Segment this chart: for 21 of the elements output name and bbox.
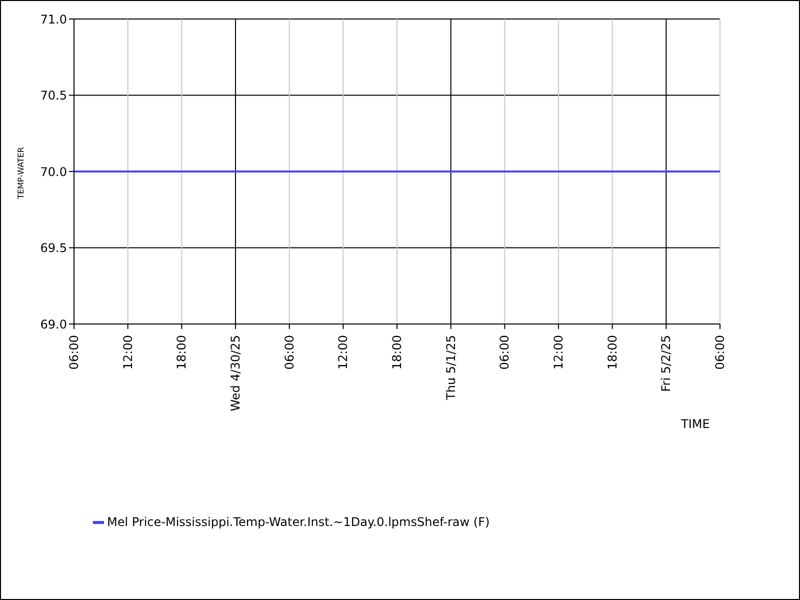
- x-tick-label: Wed 4/30/25: [228, 335, 242, 412]
- y-tick-label: 69.0: [40, 317, 67, 332]
- y-axis-title: TEMP-WATER: [16, 147, 26, 199]
- x-tick-label: 18:00: [605, 335, 620, 370]
- x-tick-label: 06:00: [282, 335, 296, 370]
- x-tick-label: 12:00: [552, 335, 566, 370]
- y-tick-label: 69.5: [40, 241, 67, 256]
- y-tick-label: 70.0: [40, 164, 67, 179]
- x-tick-label: 18:00: [390, 335, 404, 370]
- x-axis-title: TIME: [681, 417, 710, 431]
- y-tick-label: 71.0: [40, 12, 67, 26]
- x-tick-label: 12:00: [120, 335, 135, 370]
- x-tick-label: Thu 5/1/25: [444, 335, 458, 401]
- x-tick-label: 12:00: [336, 335, 350, 370]
- legend-label: Mel Price-Mississippi.Temp-Water.Inst.~1Day.0.lpmsShef-raw (F): [107, 515, 490, 529]
- x-tick-label: 18:00: [174, 335, 189, 370]
- x-tick-label: Fri 5/2/25: [659, 335, 674, 392]
- x-tick-label: 06:00: [498, 335, 512, 370]
- y-tick-label: 70.5: [40, 88, 67, 103]
- x-tick-label: 06:00: [713, 335, 727, 370]
- x-tick-label: 06:00: [67, 335, 81, 370]
